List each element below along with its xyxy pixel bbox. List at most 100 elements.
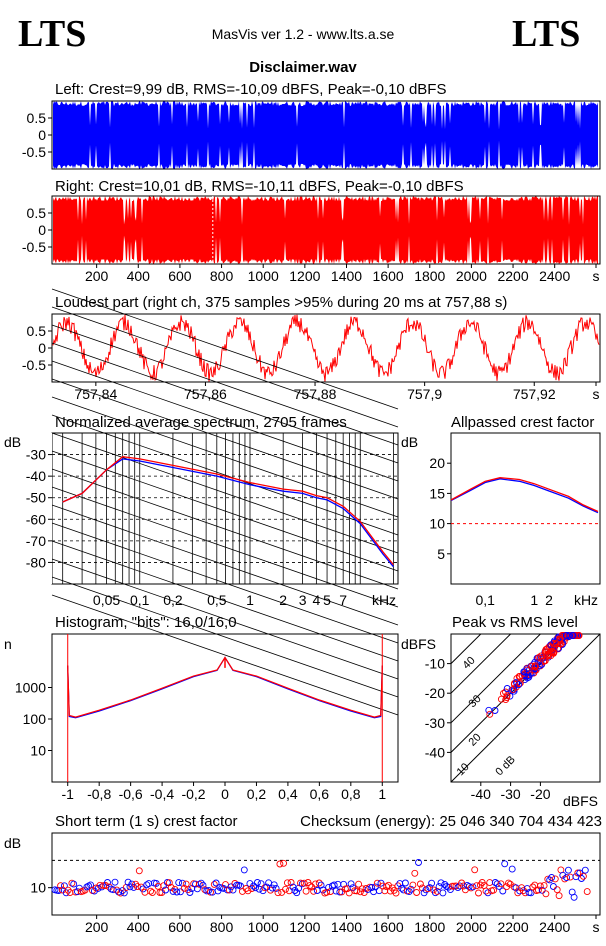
shortcrest-point: [401, 879, 409, 887]
shortcrest-point: [293, 889, 301, 897]
peakrms-point: [525, 673, 533, 681]
shortcrest-point: [373, 879, 381, 887]
shortcrest-point: [334, 880, 342, 888]
shortcrest-point: [135, 867, 143, 875]
shortcrest-point: [270, 881, 278, 889]
shortcrest-point: [143, 881, 151, 889]
crest-ytick: 15: [429, 485, 445, 501]
shortcrest-point: [128, 880, 136, 888]
peakrms-point: [515, 681, 523, 689]
shortcrest-point: [201, 886, 209, 894]
shortcrest-point: [469, 883, 477, 891]
peakrms-point: [486, 710, 494, 718]
peakrms-point: [502, 696, 510, 704]
spectrum-series-1: [62, 456, 394, 566]
shortcrest-point: [268, 884, 276, 892]
spectrum-slope-line: [51, 468, 399, 590]
shortcrest-point: [411, 869, 419, 877]
shortcrest-point: [452, 882, 460, 890]
histogram-xtick: 0,6: [310, 786, 330, 802]
peakrms-crest-line: [450, 633, 482, 664]
right-ytick: 0: [38, 222, 46, 238]
shortcrest-point: [133, 883, 141, 891]
peakrms-point: [509, 686, 517, 694]
peakrms-point: [506, 692, 514, 700]
peakrms-point: [510, 687, 518, 695]
shortcrest-point: [371, 883, 379, 891]
logo-right: LTS: [512, 13, 580, 55]
right-waveform-title: Right: Crest=10,01 dB, RMS=-10,11 dBFS, …: [55, 178, 464, 195]
spectrum-xtick: 0,5: [207, 592, 227, 608]
spectrum-slope-line: [51, 486, 399, 608]
shortcrest-point: [175, 879, 183, 887]
shortcrest-point: [431, 889, 439, 897]
shortcrest-point: [193, 885, 201, 893]
shortcrest-point: [55, 887, 63, 894]
loudest-trace: [52, 314, 600, 382]
right-ytick: -0.5: [22, 239, 46, 255]
histogram-ytick: 1000: [15, 680, 46, 696]
peakrms-line-label: 30: [467, 693, 484, 710]
shortcrest-point: [145, 880, 153, 888]
shortcrest-point: [229, 886, 237, 894]
logo-left: LTS: [18, 13, 86, 55]
shortcrest-point: [124, 878, 132, 886]
shortcrest-point: [570, 893, 578, 901]
peakrms-ytick: -30: [425, 715, 445, 731]
shortcrest-point: [169, 887, 177, 895]
shortcrest-point: [534, 886, 542, 894]
loudest-ytick: 0.5: [27, 323, 47, 339]
shortcrest-point: [392, 889, 400, 897]
peakrms-ytick: -10: [425, 656, 445, 672]
spectrum-slope-line: [51, 360, 399, 482]
shortcrest-ylabel: dB: [4, 835, 21, 851]
shortcrest-xtick: 1400: [331, 919, 362, 935]
file-name: Disclaimer.wav: [249, 59, 357, 76]
crest-ytick: 10: [429, 516, 445, 532]
waveform-xtick: 800: [210, 268, 234, 284]
waveform-xtick: s: [593, 268, 600, 284]
shortcrest-point: [437, 879, 445, 887]
loudest-ytick: -0.5: [22, 357, 46, 373]
shortcrest-point: [542, 890, 550, 898]
shortcrest-point: [315, 879, 323, 887]
shortcrest-point: [553, 886, 561, 894]
histogram-ytick: 10: [30, 743, 46, 759]
crest-xtick: 2: [545, 592, 553, 608]
shortcrest-point: [173, 888, 181, 896]
shortcrest-point: [336, 888, 344, 896]
shortcrest-point: [111, 878, 119, 886]
spectrum-xtick: 5: [323, 592, 331, 608]
spectrum-mask: [22, 433, 52, 584]
crest-xtick: kHz: [574, 592, 598, 608]
waveform-xtick: 400: [127, 268, 151, 284]
app-title: MasVis ver 1.2 - www.lts.a.se: [212, 26, 395, 42]
shortcrest-point: [81, 886, 89, 894]
loudest-xtick: 757,9: [407, 386, 442, 402]
shortcrest-point: [564, 866, 572, 874]
shortcrest-point: [165, 879, 173, 887]
shortcrest-point: [574, 869, 582, 877]
peakrms-point: [528, 662, 536, 670]
waveform-xtick: 1200: [289, 268, 320, 284]
shortcrest-point: [501, 860, 509, 868]
shortcrest-point: [162, 886, 170, 894]
shortcrest-point: [109, 886, 117, 894]
spectrum-slope-line: [51, 522, 399, 644]
peakrms-xtick: -40: [471, 786, 491, 802]
crest-ylabel: dB: [401, 434, 418, 450]
shortcrest-point: [244, 887, 252, 895]
shortcrest-point: [250, 882, 258, 890]
right-ytick: 0.5: [27, 205, 47, 221]
shortcrest-point: [205, 886, 213, 894]
shortcrest-point: [137, 883, 145, 891]
spectrum-xtick: 0,1: [130, 592, 150, 608]
shortcrest-point: [156, 889, 164, 896]
spectrum-slope-line: [51, 288, 399, 410]
shortcrest-point: [70, 880, 78, 888]
shortcrest-point: [505, 879, 512, 887]
spectrum-series-0: [62, 458, 394, 568]
right-waveform: [53, 196, 598, 264]
crest-title: Allpassed crest factor: [451, 414, 594, 431]
shortcrest-point: [563, 874, 571, 882]
